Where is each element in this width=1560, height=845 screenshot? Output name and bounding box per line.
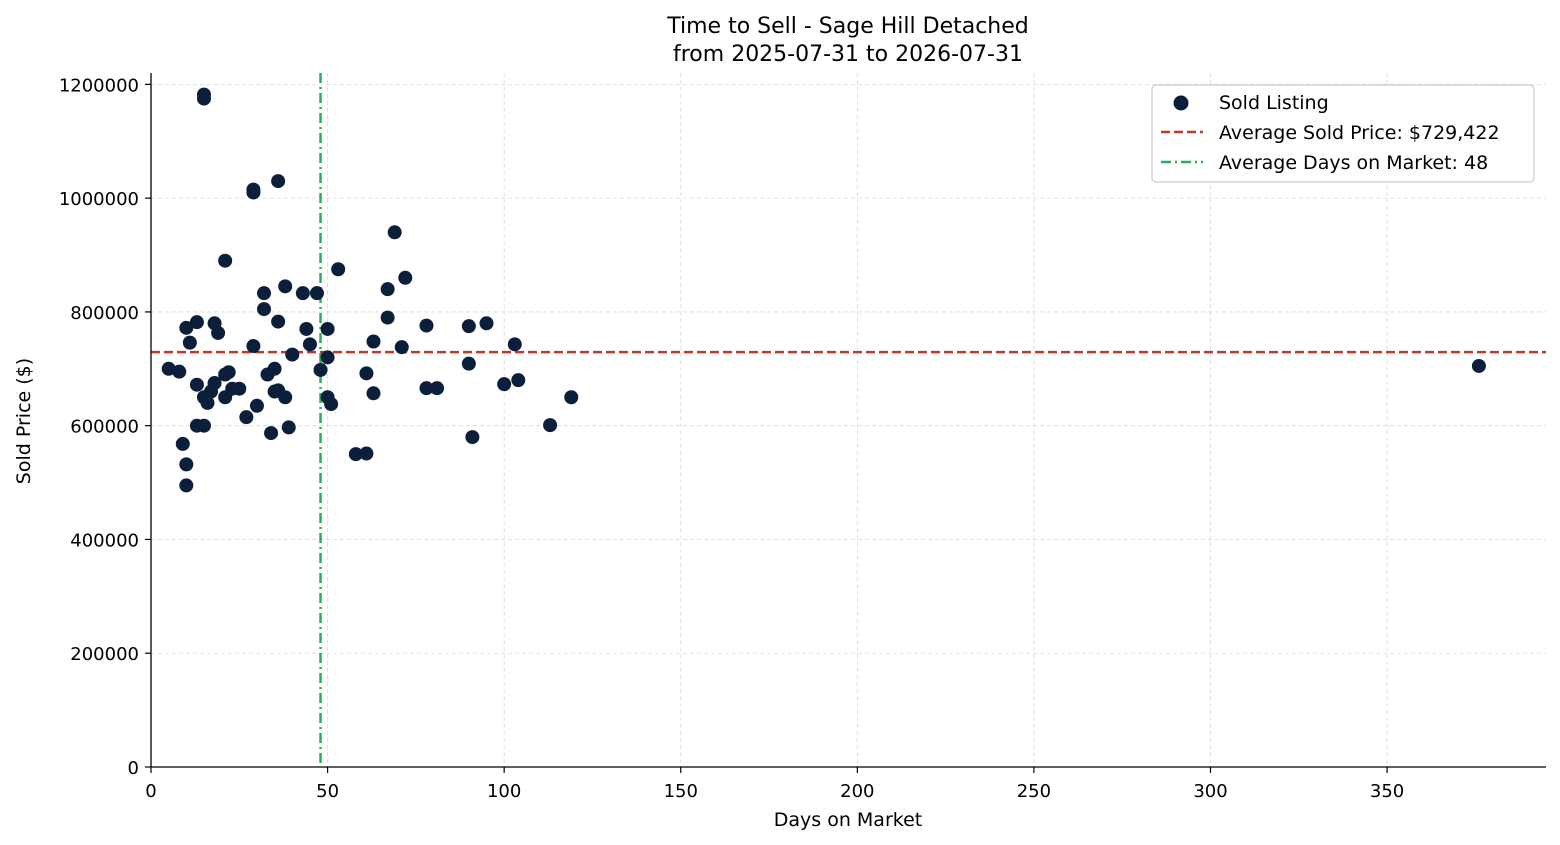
x-axis-label: Days on Market (774, 809, 922, 831)
x-tick-label: 0 (145, 781, 156, 802)
data-point (196, 418, 211, 433)
data-point (189, 377, 204, 392)
data-point (211, 325, 226, 340)
data-point (200, 395, 215, 410)
data-point (267, 361, 282, 376)
grid-lines (151, 73, 1546, 767)
data-point (398, 270, 413, 285)
data-point (419, 381, 434, 396)
data-point (366, 334, 381, 349)
x-tick-label: 50 (316, 781, 339, 802)
data-point (196, 91, 211, 106)
data-point (430, 381, 445, 396)
data-point (232, 381, 247, 396)
data-point (281, 420, 296, 435)
data-point (257, 302, 272, 317)
data-point (179, 320, 194, 335)
data-point (175, 436, 190, 451)
data-point (278, 279, 293, 294)
data-point (1471, 358, 1486, 373)
data-point (359, 366, 374, 381)
data-point (295, 286, 310, 301)
legend: Sold Listing Average Sold Price: $729,42… (1151, 84, 1535, 183)
data-point (359, 446, 374, 461)
data-point (320, 321, 335, 336)
data-point (264, 426, 279, 441)
axes: 0 50 100 150 200 250 300 350 0 200000 400000 600000… (59, 73, 1546, 802)
x-tick-label: 100 (487, 781, 521, 802)
data-point (249, 398, 264, 413)
y-tick-label: 800000 (70, 303, 139, 324)
data-point (221, 365, 236, 380)
data-point (461, 356, 476, 371)
data-point (320, 350, 335, 365)
legend-marker-sold-listing (1173, 95, 1189, 111)
x-tick-label: 200 (840, 781, 874, 802)
y-tick-label: 1200000 (59, 75, 139, 96)
data-point (271, 174, 286, 189)
data-point (380, 282, 395, 297)
data-point (543, 418, 558, 433)
data-point (380, 310, 395, 325)
data-point (461, 319, 476, 334)
x-tick-label: 350 (1370, 781, 1404, 802)
data-point (324, 397, 339, 412)
data-point (299, 321, 314, 336)
data-point (465, 430, 480, 445)
data-point (497, 377, 512, 392)
data-point (172, 364, 187, 379)
legend-label-avg-price: Average Sold Price: $729,422 (1219, 122, 1500, 144)
reference-lines (151, 73, 1546, 767)
x-tick-label: 250 (1017, 781, 1051, 802)
data-points (161, 87, 1486, 493)
data-point (507, 337, 522, 352)
y-tick-label: 600000 (70, 417, 139, 438)
data-point (239, 410, 254, 425)
data-point (511, 373, 526, 388)
y-tick-label: 0 (128, 758, 139, 779)
data-point (285, 347, 300, 362)
x-tick-label: 300 (1193, 781, 1227, 802)
y-axis-label: Sold Price ($) (13, 358, 35, 484)
data-point (387, 225, 402, 240)
data-point (309, 286, 324, 301)
legend-label-avg-days: Average Days on Market: 48 (1219, 152, 1488, 174)
data-point (161, 361, 176, 376)
data-point (246, 185, 261, 200)
chart-title: Time to Sell - Sage Hill Detached (666, 14, 1029, 39)
chart-subtitle: from 2025-07-31 to 2026-07-31 (673, 42, 1023, 67)
data-point (313, 362, 328, 377)
x-tick-label: 150 (664, 781, 698, 802)
data-point (271, 314, 286, 329)
data-point (331, 262, 346, 277)
legend-label-sold-listing: Sold Listing (1219, 92, 1329, 114)
data-point (179, 478, 194, 493)
data-point (189, 315, 204, 330)
data-point (564, 390, 579, 405)
data-point (366, 386, 381, 401)
data-point (182, 335, 197, 350)
data-point (419, 318, 434, 333)
data-point (278, 390, 293, 405)
data-point (302, 337, 317, 352)
data-point (257, 286, 272, 301)
y-tick-label: 1000000 (59, 189, 139, 210)
y-tick-label: 200000 (70, 644, 139, 665)
data-point (348, 447, 363, 462)
data-point (218, 253, 233, 268)
data-point (394, 340, 409, 355)
legend-box (1151, 84, 1535, 183)
data-point (246, 339, 261, 354)
y-tick-label: 400000 (70, 530, 139, 551)
data-point (179, 457, 194, 472)
data-point (207, 376, 222, 391)
data-point (479, 316, 494, 331)
